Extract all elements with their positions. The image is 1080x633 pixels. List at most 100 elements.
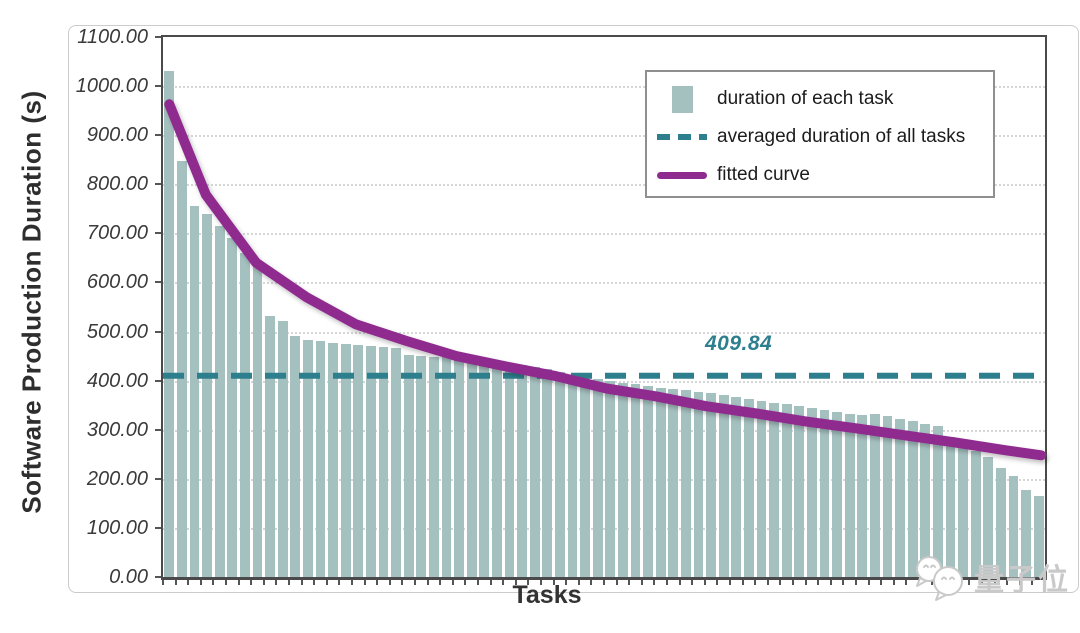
y-tick-mark [155, 183, 162, 186]
y-tick-label: 1000.00 [75, 75, 148, 98]
bar [240, 253, 250, 577]
bar [857, 415, 868, 577]
bar [164, 71, 175, 577]
x-tick-mark [477, 580, 479, 585]
bar [479, 357, 490, 577]
legend-item-average: averaged duration of all tasks [647, 122, 993, 152]
bar [794, 405, 805, 577]
x-tick-mark [414, 580, 416, 585]
x-tick-mark [892, 580, 895, 585]
x-tick-mark [981, 580, 983, 585]
x-tick-mark [489, 580, 492, 585]
y-tick-mark [155, 85, 162, 88]
bar [592, 378, 603, 577]
x-tick-mark [577, 580, 580, 585]
bar [315, 341, 326, 577]
bar [1033, 495, 1044, 577]
x-tick-mark [628, 580, 631, 585]
bar [353, 345, 364, 577]
bar [983, 456, 994, 577]
x-tick-mark [590, 580, 593, 585]
x-tick-mark [313, 580, 316, 585]
x-tick-mark [1031, 580, 1034, 585]
bar [517, 365, 527, 577]
bar [693, 391, 704, 577]
average-value-label: 409.84 [705, 332, 773, 355]
x-tick-mark [426, 580, 429, 585]
y-tick-label: 100.00 [86, 516, 148, 539]
x-tick-mark [716, 580, 719, 585]
bar [290, 336, 301, 577]
bar [227, 237, 238, 577]
x-tick-mark [401, 580, 404, 585]
y-axis-title: Software Production Duration (s) [16, 90, 47, 514]
y-tick-mark [155, 232, 162, 235]
x-tick-mark [300, 580, 303, 585]
y-tick-label: 500.00 [86, 320, 148, 343]
bar [907, 421, 918, 577]
bar [882, 416, 893, 577]
watermark: 量子位 [912, 554, 1070, 607]
bar [605, 380, 616, 577]
bar [202, 214, 212, 577]
legend: duration of each task averaged duration … [645, 70, 995, 198]
bar [567, 374, 578, 577]
bar [214, 226, 225, 577]
x-tick-mark [666, 580, 668, 585]
y-tick-label: 200.00 [86, 467, 148, 490]
bar [328, 342, 338, 577]
y-tick-mark [155, 576, 162, 578]
x-tick-mark [754, 580, 757, 585]
x-tick-mark [552, 580, 555, 585]
bar [277, 321, 288, 577]
bar [429, 356, 439, 577]
y-tick-mark [155, 281, 162, 284]
x-tick-mark [275, 580, 278, 585]
bar [718, 395, 729, 577]
x-tick-mark [804, 580, 807, 585]
gridline [163, 380, 1045, 383]
y-tick-label: 0.00 [109, 566, 148, 588]
x-tick-mark [968, 580, 971, 585]
x-tick-mark [376, 580, 379, 585]
bar [1021, 489, 1031, 577]
bar [945, 437, 956, 577]
x-tick-mark [250, 580, 253, 585]
x-tick-mark [766, 580, 769, 585]
bar [832, 411, 842, 577]
x-tick-mark [880, 580, 883, 585]
bar [378, 347, 389, 577]
y-tick-mark [155, 330, 162, 333]
x-tick-mark [842, 580, 845, 585]
x-tick-mark [855, 580, 857, 585]
x-tick-mark [905, 580, 908, 585]
x-tick-mark [993, 580, 996, 585]
y-tick-label: 900.00 [86, 124, 148, 147]
x-axis-title: Tasks [512, 581, 582, 609]
x-tick-mark [829, 580, 832, 585]
x-tick-mark [565, 580, 568, 585]
bar [655, 387, 666, 577]
bar [265, 316, 275, 577]
x-tick-mark [199, 580, 202, 585]
x-tick-mark [162, 580, 164, 585]
bar [630, 384, 641, 577]
bar [391, 348, 401, 577]
bar [177, 160, 187, 577]
x-tick-mark [212, 580, 215, 585]
gridline [163, 282, 1045, 285]
bar [681, 390, 691, 577]
legend-label: fitted curve [717, 164, 810, 185]
x-tick-mark [174, 580, 177, 585]
bar [744, 399, 754, 577]
bar [454, 354, 464, 577]
plot-area [161, 35, 1047, 580]
x-tick-mark [792, 580, 794, 585]
bar [870, 414, 880, 577]
x-tick-mark [640, 580, 643, 585]
x-tick-mark [1006, 580, 1009, 585]
gridlines-layer [163, 37, 1045, 577]
x-tick-mark [729, 580, 731, 585]
y-tick-mark [155, 134, 162, 137]
legend-label: averaged duration of all tasks [717, 126, 966, 147]
